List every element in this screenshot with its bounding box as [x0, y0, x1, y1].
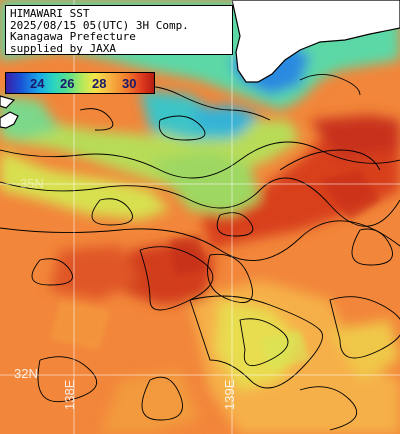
colorbar-tick-30: 30 — [122, 76, 137, 91]
title-credit: supplied by JAXA — [10, 41, 116, 55]
colorbar-tick-28: 28 — [92, 76, 107, 91]
land — [0, 0, 400, 129]
contours — [0, 74, 400, 431]
title-datetime: 2025/08/15 05(UTC) 3H Comp. — [10, 18, 189, 32]
title-region: Kanagawa Prefecture — [10, 30, 136, 43]
lon-label-138e: 138E — [62, 379, 77, 410]
lat-label-32n: 32N — [14, 366, 38, 381]
title-box: HIMAWARI SST 2025/08/15 05(UTC) 3H Comp.… — [5, 5, 233, 55]
colorbar-tick-26: 26 — [60, 76, 75, 91]
sst-colorbar: 24 26 28 30 — [5, 72, 155, 94]
lat-label-35n: 35N — [20, 176, 44, 191]
lon-label-139e: 139E — [222, 379, 237, 410]
title-product: HIMAWARI SST — [10, 7, 90, 20]
colorbar-tick-24: 24 — [30, 76, 45, 91]
